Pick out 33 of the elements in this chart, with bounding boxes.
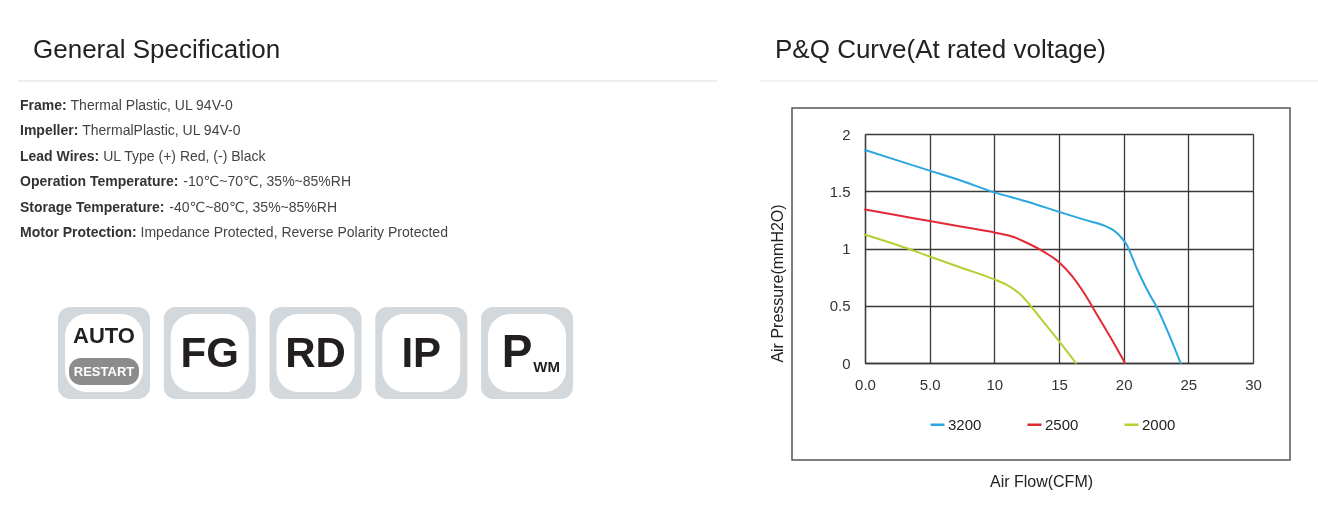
y-axis-title: Air Pressure(mmH2O) (768, 204, 786, 363)
line-series (864, 149, 1182, 364)
category-label: PWM (501, 325, 560, 377)
text: Storage Temperature: -40℃~80℃, 35%~85%RH (20, 198, 338, 215)
legend-label: 3200 (948, 415, 982, 433)
line-series (864, 208, 1126, 364)
text: Impeller: ThermalPlastic, UL 94V-0 (20, 122, 241, 139)
text: Frame: Thermal Plastic, UL 94V-0 (20, 97, 233, 113)
y-tick-label: 0.5 (829, 297, 851, 315)
text: Operation Temperature: -10℃~70℃, 35%~85%RH (20, 173, 352, 190)
category-label: FG (180, 329, 239, 376)
x-tick-label: 10 (986, 375, 1004, 393)
x-tick-label: 5.0 (919, 375, 941, 393)
y-tick-label: 0 (842, 354, 851, 372)
text: Lead Wires: UL Type (+) Red, (-) Black (20, 147, 267, 164)
x-tick-label: 30 (1245, 375, 1262, 393)
x-axis-title: Air Flow(CFM) (989, 472, 1094, 490)
line-series (864, 233, 1077, 364)
y-tick-label: 1.5 (829, 182, 851, 200)
legend-label: 2500 (1045, 415, 1079, 433)
x-tick-label: 15 (1051, 375, 1068, 393)
legend-label: 2000 (1142, 415, 1176, 433)
category-label: IP (401, 329, 442, 376)
text: General Specification (33, 34, 281, 64)
text: Motor Protection: Impedance Protected, Reverse Polarity Protected (20, 224, 448, 240)
y-tick-label: 1 (842, 240, 851, 257)
category-label: RD (285, 329, 346, 376)
x-tick-label: 25 (1180, 375, 1198, 393)
x-tick-label: 20 (1115, 375, 1133, 393)
x-tick-label: 0.0 (855, 375, 876, 393)
y-tick-label: 2 (842, 125, 851, 143)
category-label: AUTO RESTART (73, 323, 135, 379)
chart-title: P&Q Curve(At rated voltage) (775, 34, 1106, 64)
